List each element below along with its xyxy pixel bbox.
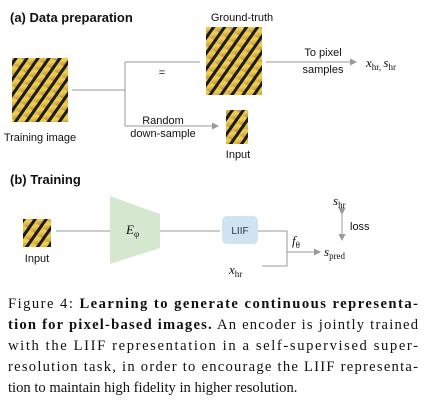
caption-line: tion for pixel-based images. An encoder … (8, 317, 419, 333)
loss-label: loss (350, 221, 370, 233)
caption-line: with the LIIF representation in a self-s… (8, 338, 418, 354)
output: xhr, shr (365, 55, 396, 72)
caption-title: Learning to generate continuous represen… (79, 296, 418, 312)
caption-line: resolution task, in order to encourage t… (8, 359, 418, 375)
caption-text: An encoder is jointly trained (217, 317, 419, 333)
label: samples (303, 64, 344, 76)
label: Input (25, 253, 49, 265)
math-part: E (125, 222, 134, 237)
ground-truth-image (206, 27, 262, 95)
label: Random (142, 115, 184, 127)
math-part: pred (329, 251, 345, 261)
caption-label: Figure 4: (8, 296, 73, 312)
label: To pixel (304, 47, 341, 59)
coord-label: xhr (228, 262, 242, 279)
equals: = (159, 67, 165, 79)
math-part: , (379, 62, 384, 72)
encoder-label: Eφ (125, 222, 139, 239)
math-part: s (324, 244, 329, 259)
caption-title: tion for pixel-based images. (8, 317, 212, 333)
liif-label: LIIF (231, 226, 248, 237)
math-part: φ (134, 229, 139, 239)
math-part: hr (372, 62, 380, 72)
label: down-sample (130, 128, 195, 140)
prediction-label: spred (324, 244, 346, 261)
math-part: θ (296, 240, 300, 250)
caption-line: Figure 4: Learning to generate continuou… (8, 296, 418, 312)
math-part: hr (235, 269, 243, 279)
caption-line: tion to maintain high fidelity in higher… (8, 380, 297, 396)
training-image (12, 58, 68, 122)
math-part: hr (338, 200, 346, 210)
input-image (23, 219, 51, 247)
math-part: x (228, 262, 235, 277)
input-image (226, 110, 248, 144)
math-part: s (333, 193, 338, 208)
math-part: x (365, 55, 372, 70)
heading: (b) Training (10, 172, 81, 187)
math-part: f (292, 233, 298, 248)
liif-box (222, 216, 258, 244)
label: Ground-truth (211, 12, 273, 24)
encoder (110, 196, 160, 264)
connector (258, 230, 288, 267)
decoder-label: fθ (292, 233, 300, 250)
connector (72, 61, 200, 126)
math-part: hr (388, 62, 396, 72)
math-part: s (383, 55, 388, 70)
label: Input (226, 149, 250, 161)
label: Training image (4, 132, 76, 144)
heading: (a) Data preparation (10, 10, 133, 25)
target-label: shr (333, 193, 346, 210)
